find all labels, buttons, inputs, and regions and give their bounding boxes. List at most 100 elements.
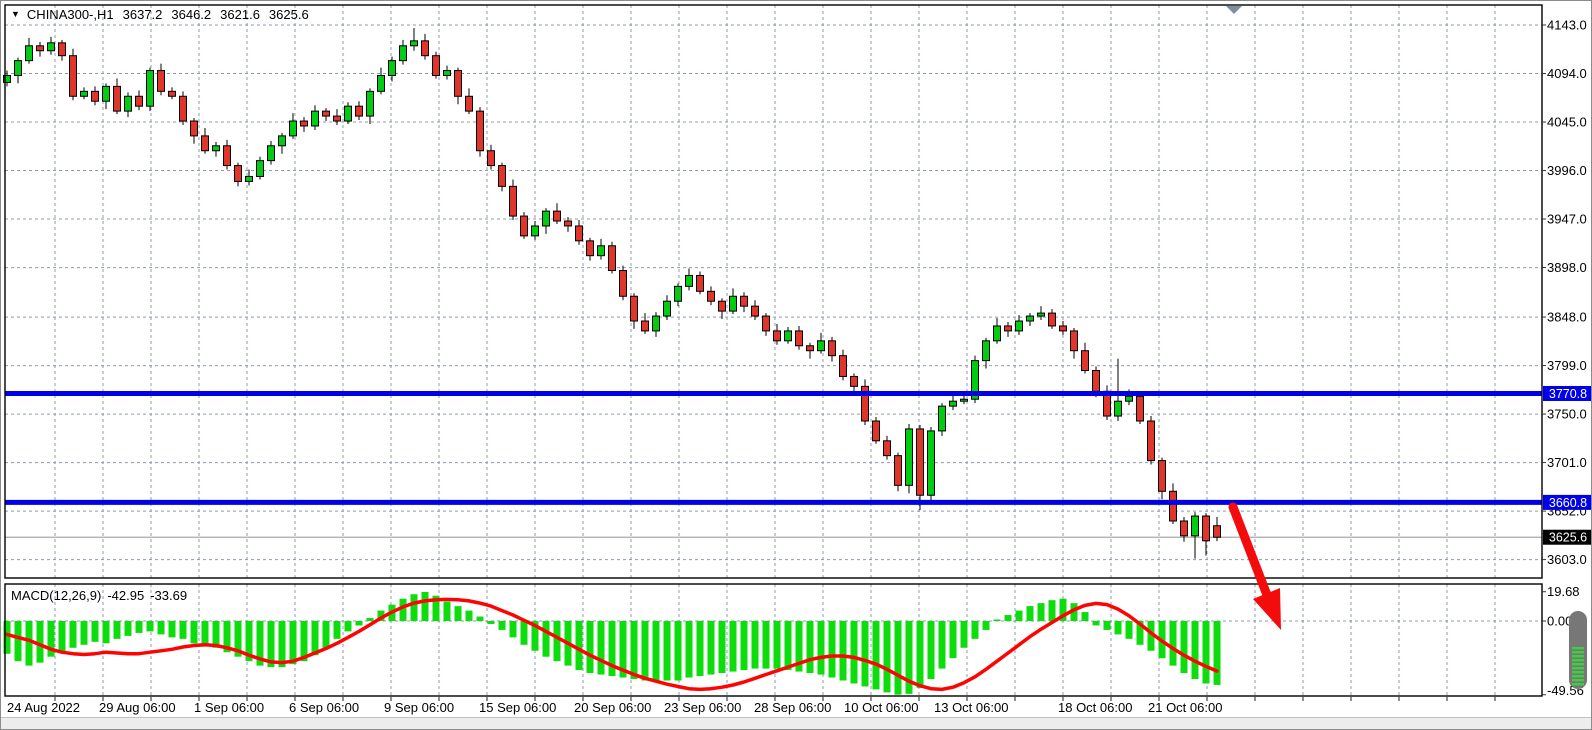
macd-bar <box>245 621 253 662</box>
candle-down <box>839 355 847 377</box>
candlestick-series <box>3 27 1221 559</box>
price-tick-label: 3799.0 <box>1547 358 1587 373</box>
time-tick-label: 29 Aug 06:00 <box>99 700 176 715</box>
time-axis: 24 Aug 2022 29 Aug 06:00 1 Sep 06:00 6 Sep … <box>7 697 1496 715</box>
current-price-badge: 3625.6 <box>1543 529 1591 545</box>
macd-bar <box>762 621 770 669</box>
candle-down <box>234 165 242 182</box>
macd-bar <box>256 621 264 666</box>
scrollbar-thumb[interactable] <box>1569 611 1587 689</box>
macd-bar <box>718 621 726 674</box>
macd-bar <box>663 621 671 681</box>
macd-bar <box>91 621 99 642</box>
candle-down <box>1081 350 1089 372</box>
macd-bar <box>3 621 11 654</box>
candle-down <box>1070 330 1078 352</box>
candle-up <box>278 135 286 147</box>
macd-bar <box>707 621 715 675</box>
macd-bar <box>916 621 924 688</box>
macd-bar <box>630 621 638 680</box>
candle-up <box>1125 395 1133 402</box>
candle-down <box>300 120 308 127</box>
candle-down <box>498 165 506 187</box>
candle-up <box>1191 515 1199 537</box>
price-axis: 4143.0 4094.0 4045.0 3996.0 3947.0 3898.0 3848… <box>1542 18 1587 698</box>
candle-down <box>113 85 121 112</box>
macd-bar <box>113 621 121 639</box>
macd-bar <box>1169 621 1177 666</box>
macd-bar <box>575 621 583 671</box>
macd-bar <box>1180 621 1188 674</box>
candle-up <box>25 45 33 62</box>
macd-bar <box>322 621 330 648</box>
macd-bar <box>586 621 594 674</box>
candle-down <box>1136 395 1144 422</box>
price-tick-label: 3750.0 <box>1547 407 1587 422</box>
macd-bar <box>69 621 77 648</box>
candle-up <box>410 40 418 47</box>
candle-up <box>938 405 946 432</box>
macd-bar <box>1092 621 1100 626</box>
candle-down <box>795 330 803 347</box>
candle-up <box>1026 315 1034 322</box>
macd-bar <box>828 621 836 678</box>
panel-splitter[interactable] <box>5 579 1542 583</box>
gridlines <box>5 5 1542 696</box>
macd-bar <box>366 618 374 621</box>
support-resistance-lines[interactable] <box>5 390 1542 505</box>
candle-up <box>102 85 110 102</box>
svg-text:3625.6: 3625.6 <box>1549 531 1587 545</box>
candle-up <box>674 285 682 302</box>
down-arrow-annotation[interactable] <box>1228 502 1281 630</box>
candle-down <box>641 320 649 332</box>
macd-bar <box>685 621 693 678</box>
macd-bar <box>454 606 462 621</box>
macd-bar <box>1048 600 1056 621</box>
candle-up <box>3 74 11 83</box>
candle-up <box>289 120 297 137</box>
candle-down <box>454 70 462 97</box>
macd-signal-value: -33.69 <box>150 588 188 603</box>
candle-down <box>883 440 891 457</box>
macd-bar <box>806 621 814 674</box>
time-tick-label: 23 Sep 06:00 <box>664 700 741 715</box>
level-price-badge: 3770.8 <box>1543 385 1591 401</box>
macd-bar <box>234 621 242 657</box>
candle-up <box>927 430 935 496</box>
macd-histogram <box>3 591 1221 695</box>
macd-tick-label: 0.00 <box>1547 614 1572 629</box>
candle-up <box>1015 320 1023 332</box>
symbol-dropdown-icon[interactable]: ▼ <box>11 9 20 19</box>
macd-bar <box>135 621 143 633</box>
candle-down <box>1180 520 1188 537</box>
candle-down <box>806 345 814 352</box>
candle-down <box>168 90 176 97</box>
macd-bar <box>421 591 429 621</box>
symbol-title: ▼ CHINA300-,H1 3637.2 3646.2 3621.6 3625… <box>11 7 309 22</box>
macd-name: MACD(12,26,9) <box>11 588 102 603</box>
macd-bar <box>102 621 110 644</box>
candle-down <box>421 40 429 57</box>
macd-bar <box>47 621 55 657</box>
candle-up <box>817 340 825 352</box>
candle-up <box>311 110 319 127</box>
chart-shift-marker-icon[interactable] <box>1226 6 1242 14</box>
macd-bar <box>872 621 880 690</box>
candle-down <box>58 42 66 57</box>
candle-down <box>773 330 781 342</box>
macd-bar <box>608 621 616 677</box>
time-tick-label: 1 Sep 06:00 <box>194 700 264 715</box>
time-tick-label: 13 Oct 06:00 <box>934 700 1008 715</box>
macd-bar <box>1059 598 1067 621</box>
candle-up <box>443 70 451 76</box>
macd-bar <box>729 621 737 672</box>
macd-bar <box>883 621 891 693</box>
candle-down <box>575 225 583 242</box>
macd-bar <box>531 621 539 651</box>
macd-bar <box>542 621 550 657</box>
candle-up <box>212 145 220 152</box>
candle-down <box>630 295 638 322</box>
macd-bar <box>476 616 484 621</box>
